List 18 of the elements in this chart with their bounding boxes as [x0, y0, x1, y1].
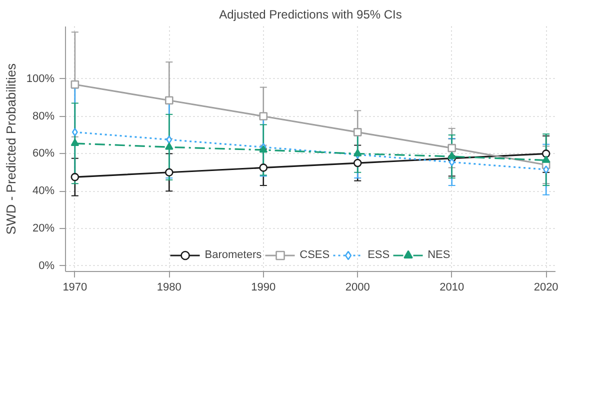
y-axis-title: SWD - Predicted Probabilities — [3, 62, 18, 235]
y-tick-label: 0% — [38, 260, 55, 272]
legend-label: CSES — [300, 249, 330, 261]
legend-label: ESS — [368, 249, 390, 261]
y-tick-label: 60% — [32, 148, 55, 160]
legend-label: Barometers — [204, 249, 262, 261]
x-tick-label: 2020 — [534, 282, 558, 294]
y-tick-label: 100% — [26, 72, 55, 85]
y-tick-label: 80% — [32, 110, 55, 122]
legend-label: NES — [428, 249, 450, 261]
y-tick-label: 40% — [32, 185, 55, 198]
y-tick-label: 20% — [32, 222, 55, 234]
x-tick-label: 2000 — [345, 282, 370, 294]
x-tick-label: 1980 — [156, 282, 182, 294]
chart-title: Adjusted Predictions with 95% CIs — [219, 8, 402, 22]
x-tick-label: 1970 — [62, 282, 88, 294]
x-tick-label: 2010 — [440, 282, 464, 294]
x-tick-label: 1990 — [251, 282, 276, 294]
